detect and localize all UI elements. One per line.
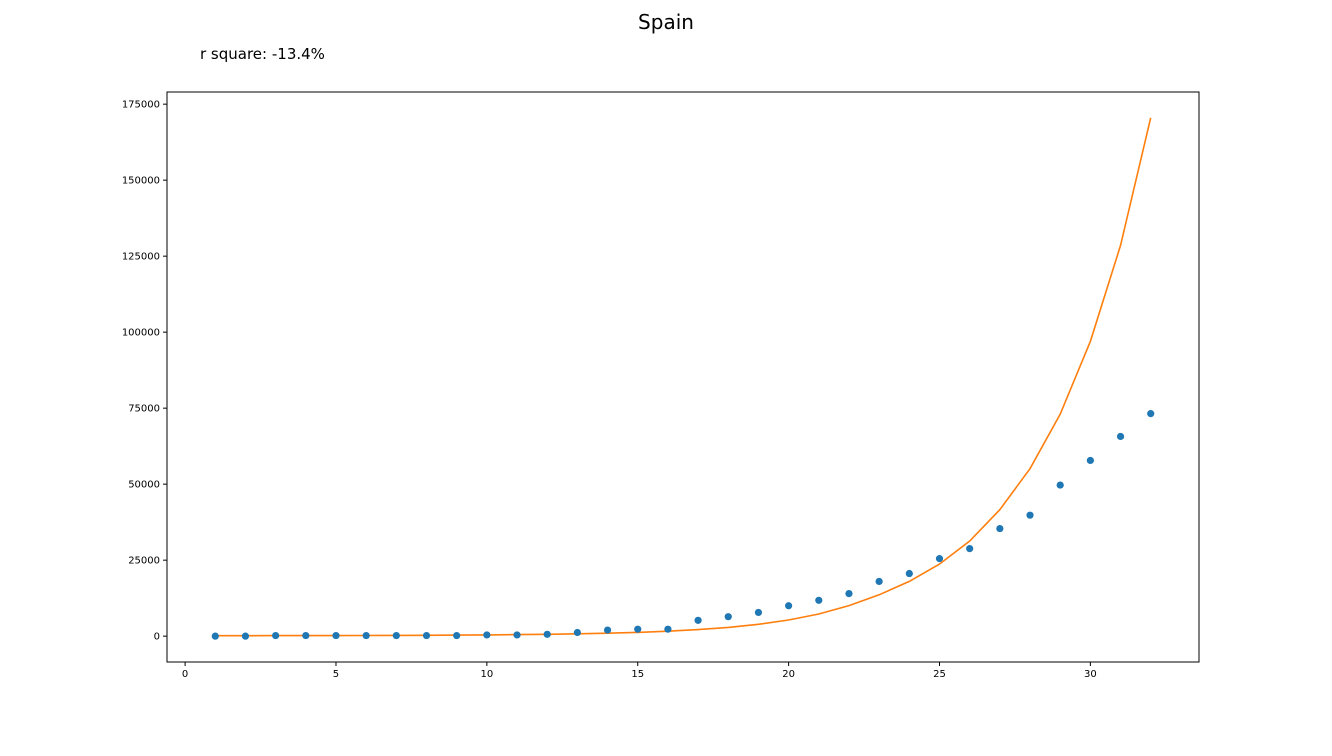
y-tick-label: 25000 (128, 556, 160, 567)
data-point (573, 628, 581, 637)
data-point (905, 569, 913, 578)
x-tick-label: 30 (1084, 669, 1097, 680)
data-point (664, 625, 672, 633)
data-point (422, 631, 431, 640)
y-tick-label: 75000 (128, 404, 160, 415)
data-point (785, 602, 793, 610)
data-point (332, 631, 340, 640)
data-point (935, 555, 944, 563)
data-point (362, 631, 370, 640)
data-point (272, 631, 280, 640)
data-point (1056, 481, 1064, 489)
fit-line (215, 117, 1152, 637)
y-tick-label: 175000 (122, 100, 160, 111)
data-point (724, 613, 732, 621)
r-square-annotation: r square: -13.4% (200, 45, 325, 63)
data-point (634, 625, 642, 633)
y-tick-label: 150000 (122, 176, 160, 187)
data-point (815, 596, 823, 604)
data-point (1086, 456, 1094, 465)
data-point (754, 608, 763, 617)
data-point (845, 590, 853, 598)
plot-frame (166, 91, 1200, 663)
x-tick-label: 15 (631, 669, 644, 680)
data-point (694, 616, 702, 624)
data-point (966, 545, 974, 553)
x-tick-label: 10 (480, 669, 493, 680)
data-point (1026, 511, 1034, 519)
y-tick-label: 0 (154, 632, 160, 643)
x-tick-label: 20 (782, 669, 795, 680)
data-point (211, 632, 219, 640)
data-point (996, 524, 1004, 533)
data-point (1147, 410, 1155, 418)
y-tick-label: 100000 (122, 328, 160, 339)
data-point (543, 630, 551, 638)
x-tick-label: 25 (933, 669, 946, 680)
y-tick-label: 125000 (122, 252, 160, 263)
y-tick-label: 50000 (128, 480, 160, 491)
x-tick-label: 0 (182, 669, 188, 680)
x-tick-label: 5 (333, 669, 339, 680)
data-point (603, 626, 612, 634)
data-point (302, 631, 310, 640)
chart-title: Spain (638, 10, 694, 34)
data-point (875, 577, 883, 586)
data-point (513, 631, 521, 639)
plot-layer: 0 5 10 15 20 25 30 0 25000 50000 75000 100000 125000… (122, 100, 1155, 680)
data-point (392, 631, 400, 640)
data-point (453, 631, 461, 640)
data-point (1116, 432, 1125, 441)
data-point (483, 631, 491, 639)
data-point (241, 632, 250, 640)
